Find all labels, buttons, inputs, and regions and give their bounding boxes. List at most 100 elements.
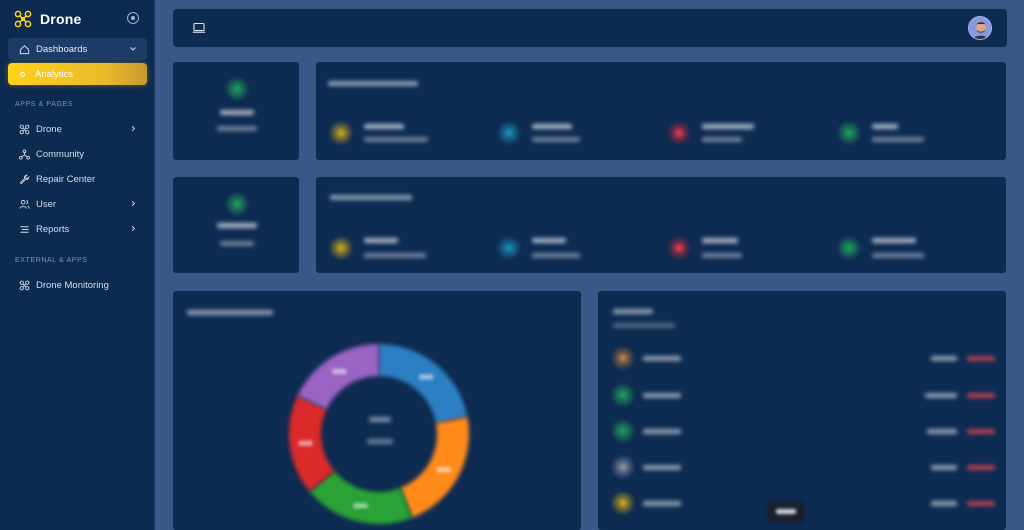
nav-dashboards[interactable]: Dashboards bbox=[8, 38, 147, 60]
community-icon bbox=[19, 148, 30, 160]
section-apps-pages: APPS & PAGES bbox=[15, 101, 74, 108]
stat-icon bbox=[499, 123, 519, 143]
home-icon bbox=[19, 44, 30, 54]
list-item[interactable] bbox=[613, 421, 995, 443]
sidebar-item-repair-center[interactable]: Repair Center bbox=[19, 170, 141, 188]
list-card bbox=[598, 291, 1006, 530]
donut-slice-label bbox=[298, 440, 313, 446]
redacted-caption bbox=[220, 241, 254, 246]
donut-slice-label bbox=[436, 467, 451, 473]
sidebar-item-label: Repair Center bbox=[36, 173, 96, 185]
sidebar-item-label: Drone bbox=[36, 123, 62, 135]
donut-slice[interactable] bbox=[379, 344, 468, 424]
redacted-item-value bbox=[927, 429, 957, 434]
redacted-item-change bbox=[967, 356, 995, 361]
redacted-caption bbox=[532, 137, 580, 142]
item-icon bbox=[613, 457, 633, 477]
redacted-caption bbox=[364, 253, 426, 258]
redacted-item-change bbox=[967, 501, 995, 506]
stat-icon bbox=[499, 238, 519, 258]
redacted-value bbox=[702, 238, 738, 243]
sidebar: Drone Dashboards Analytics APPS & PAGES … bbox=[0, 0, 155, 530]
donut-slice[interactable] bbox=[297, 344, 379, 410]
redacted-card-title bbox=[330, 195, 412, 200]
redacted-value bbox=[217, 223, 257, 228]
redacted-item-name bbox=[643, 501, 681, 506]
item-icon bbox=[613, 421, 633, 441]
redacted-item-name bbox=[643, 465, 681, 470]
chevron-right-icon bbox=[131, 225, 136, 232]
stat-icon bbox=[839, 123, 859, 143]
nav-analytics-label: Analytics bbox=[35, 68, 74, 80]
donut-slice[interactable] bbox=[400, 417, 469, 518]
overall-statistics-card bbox=[316, 62, 1006, 160]
brand[interactable]: Drone bbox=[14, 9, 81, 29]
users-icon bbox=[19, 199, 30, 209]
stat-icon bbox=[331, 238, 351, 258]
drone-icon bbox=[14, 10, 32, 28]
drone-icon bbox=[19, 280, 30, 290]
redacted-item-value bbox=[931, 465, 957, 470]
drone-icon bbox=[19, 124, 30, 134]
list-item[interactable] bbox=[613, 385, 995, 407]
redacted-item-value bbox=[931, 501, 957, 506]
redacted-value bbox=[220, 110, 254, 115]
user-avatar[interactable] bbox=[968, 16, 992, 40]
redacted-item-value bbox=[931, 356, 957, 361]
stat-icon bbox=[331, 123, 351, 143]
redacted-caption bbox=[872, 253, 924, 258]
redacted-card-subtitle bbox=[613, 323, 675, 328]
redacted-value bbox=[532, 124, 572, 129]
redacted-caption bbox=[217, 126, 257, 131]
sidebar-item-drone[interactable]: Drone bbox=[19, 120, 141, 138]
list-item[interactable] bbox=[613, 493, 995, 515]
redacted-item-value bbox=[925, 393, 957, 398]
redacted-card-title bbox=[328, 81, 418, 86]
redacted-item-change bbox=[967, 429, 995, 434]
sidebar-item-reports[interactable]: Reports bbox=[19, 220, 141, 238]
redacted-item-name bbox=[643, 429, 681, 434]
item-icon bbox=[613, 348, 633, 368]
redacted-caption bbox=[702, 253, 742, 258]
sidebar-item-drone-monitoring[interactable]: Drone Monitoring bbox=[19, 276, 141, 294]
list-item[interactable] bbox=[613, 457, 995, 479]
redacted-item-change bbox=[967, 393, 995, 398]
redacted-value bbox=[872, 124, 898, 129]
sidebar-item-user[interactable]: User bbox=[19, 195, 141, 213]
stat-icon bbox=[669, 123, 689, 143]
laptop-icon[interactable] bbox=[192, 22, 206, 34]
redacted-value bbox=[702, 124, 754, 129]
redacted-center-label bbox=[369, 417, 391, 422]
donut-slice[interactable] bbox=[309, 470, 413, 524]
redacted-caption bbox=[532, 253, 580, 258]
today-statistics-card bbox=[316, 177, 1006, 273]
donut-slice-label bbox=[419, 374, 434, 380]
donut-chart bbox=[289, 344, 469, 524]
item-icon bbox=[613, 493, 633, 513]
redacted-caption bbox=[364, 137, 428, 142]
sidebar-item-community[interactable]: Community bbox=[19, 145, 141, 163]
list-item[interactable] bbox=[613, 348, 995, 370]
section-external-apps: EXTERNAL & APPS bbox=[15, 257, 88, 264]
chevron-right-icon bbox=[131, 125, 136, 132]
redacted-center-value bbox=[367, 439, 393, 444]
sidebar-item-label: User bbox=[36, 198, 57, 210]
nav-analytics-active[interactable]: Analytics bbox=[8, 63, 147, 85]
redacted-item-change bbox=[967, 465, 995, 470]
item-icon bbox=[613, 385, 633, 405]
redacted-caption bbox=[872, 137, 924, 142]
stat-card-small-1 bbox=[173, 62, 299, 160]
sidebar-toggle-icon[interactable] bbox=[127, 12, 139, 24]
redacted-value bbox=[872, 238, 916, 243]
stat-icon bbox=[839, 238, 859, 258]
list-icon bbox=[20, 225, 29, 233]
top-bar bbox=[173, 9, 1007, 47]
stat-icon bbox=[227, 194, 247, 214]
floating-tooltip bbox=[768, 502, 804, 522]
redacted-value bbox=[364, 124, 404, 129]
sidebar-item-label: Reports bbox=[36, 223, 70, 235]
avatar-icon bbox=[969, 17, 991, 39]
redacted-card-title bbox=[187, 310, 273, 315]
sidebar-item-label: Community bbox=[36, 148, 85, 160]
donut-slice-label bbox=[353, 503, 368, 509]
